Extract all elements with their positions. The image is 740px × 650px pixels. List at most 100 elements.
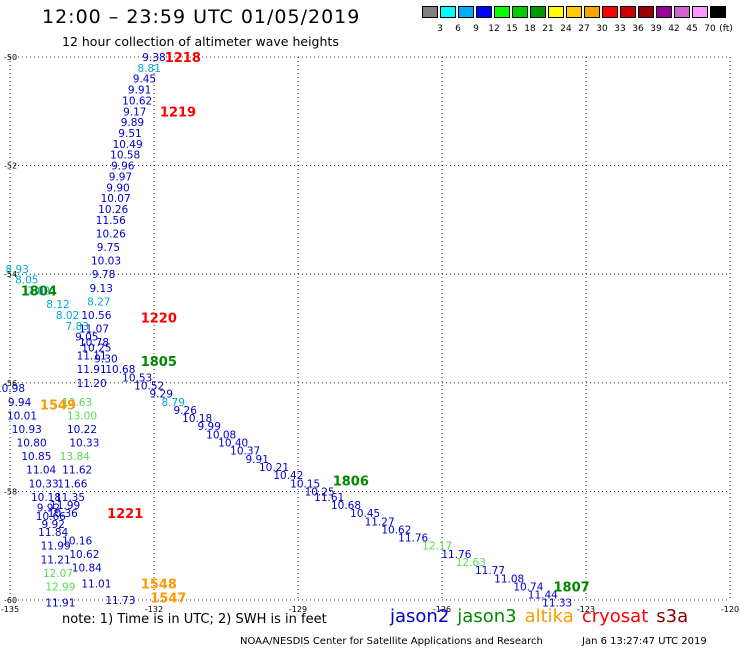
wave-height-value: 11.56 <box>96 215 126 227</box>
scale-label: 24 <box>560 24 572 34</box>
wave-height-value: 12.07 <box>43 568 73 580</box>
lat-label: -54 <box>4 270 17 279</box>
scale-label: 70 <box>704 24 716 34</box>
wave-height-value: 11.44 <box>528 590 558 602</box>
orbit-pass-label: 1804 <box>21 284 57 299</box>
wave-height-value: 10.93 <box>12 424 42 436</box>
wave-height-value: 10.62 <box>381 524 411 536</box>
orbit-pass-label: 1221 <box>107 507 143 522</box>
wave-height-value: 9.96 <box>111 161 135 173</box>
wave-height-value: 11.73 <box>105 595 135 607</box>
wave-height-value: 9.89 <box>121 117 144 129</box>
map-title: 12:00 – 23:59 UTC 01/05/2019 <box>42 6 361 28</box>
wave-height-value: 10.66 <box>36 511 66 523</box>
wave-height-value: 13.00 <box>67 410 97 422</box>
wave-height-value: 9.38 <box>142 52 165 64</box>
scale-swatch <box>620 6 636 18</box>
wave-height-value: 11.11 <box>77 351 107 363</box>
scale-label: 27 <box>578 24 590 34</box>
wave-height-value: 10.58 <box>110 150 140 162</box>
scale-label: 36 <box>632 24 644 34</box>
wave-height-value: 10.62 <box>122 95 152 107</box>
scale-label: 30 <box>596 24 608 34</box>
wave-height-value: 8.27 <box>87 296 110 308</box>
wave-height-value: 13.84 <box>60 451 90 463</box>
wave-height-value: 10.33 <box>69 438 99 450</box>
wave-height-value: 11.91 <box>45 598 75 610</box>
scale-label: 6 <box>455 24 461 34</box>
wave-height-value: 9.94 <box>8 397 32 409</box>
wave-height-value: 11.04 <box>26 465 56 477</box>
wave-height-value: 9.29 <box>150 389 173 401</box>
wave-height-value: 11.33 <box>542 598 572 610</box>
wave-height-value: 10.25 <box>305 486 335 498</box>
lon-label: -129 <box>289 605 307 614</box>
wave-height-value: 10.16 <box>62 535 92 547</box>
wave-height-value: 10.40 <box>218 438 248 450</box>
wave-height-value: 8.05 <box>15 275 38 287</box>
wave-height-value: 11.84 <box>38 527 68 539</box>
legend-cryosat: cryosat <box>581 606 649 627</box>
scale-unit: (ft) <box>719 24 733 34</box>
scale-label: 18 <box>524 24 536 34</box>
wave-height-value: 9.26 <box>174 405 198 417</box>
wave-height-value: 11.61 <box>314 492 344 504</box>
wave-height-value: 10.52 <box>134 381 164 393</box>
wave-height-value: 9.13 <box>90 283 113 295</box>
wave-height-value: 7.83 <box>66 321 89 333</box>
wave-height-value: 9.51 <box>118 128 141 140</box>
lon-label: -123 <box>577 605 595 614</box>
lon-label: -135 <box>1 605 19 614</box>
scale-swatch <box>512 6 528 18</box>
lat-label: -60 <box>4 596 17 605</box>
wave-height-value: 12.17 <box>422 541 452 553</box>
wave-height-value: 10.22 <box>67 424 97 436</box>
wave-height-value: 11.76 <box>441 549 471 561</box>
satellite-legend: jason2 jason3 altika cryosat s3a <box>390 606 696 627</box>
wave-height-value: 9.90 <box>106 182 129 194</box>
orbit-pass-label: 1220 <box>141 312 177 327</box>
scale-label: 39 <box>650 24 662 34</box>
scale-swatch <box>530 6 546 18</box>
wave-height-value: 10.45 <box>350 508 380 520</box>
lat-label: -56 <box>4 379 17 388</box>
scale-swatch <box>476 6 492 18</box>
wave-height-value: 10.21 <box>259 462 289 474</box>
orbit-pass-label: 1805 <box>141 355 177 370</box>
note-text: note: 1) Time is in UTC; 2) SWH is in fe… <box>62 612 327 627</box>
wave-height-value: 9.30 <box>94 353 117 365</box>
scale-swatch <box>422 6 438 18</box>
wave-height-value: 11.99 <box>50 500 80 512</box>
legend-jason3: jason3 <box>457 606 517 627</box>
orbit-pass-label: 1549 <box>40 399 76 414</box>
wave-height-value: 10.53 <box>122 372 152 384</box>
wave-height-value: 10.42 <box>273 470 303 482</box>
legend-altika: altika <box>524 606 574 627</box>
wave-height-value: 10.18 <box>31 492 61 504</box>
wave-height-value: 10.98 <box>0 383 25 395</box>
lon-label: -132 <box>145 605 163 614</box>
wave-height-value: 10.68 <box>331 500 361 512</box>
wave-height-value: 10.62 <box>69 549 99 561</box>
wave-height-value: 12.63 <box>62 397 92 409</box>
orbit-pass-label: 1547 <box>150 591 186 606</box>
wave-height-value: 11.07 <box>79 324 109 336</box>
scale-label: 12 <box>488 24 500 34</box>
scale-label: 33 <box>614 24 626 34</box>
map-subtitle: 12 hour collection of altimeter wave hei… <box>62 34 339 49</box>
legend-jason2: jason2 <box>390 606 450 627</box>
orbit-pass-label: 1219 <box>160 105 196 120</box>
wave-height-value: 12.63 <box>456 557 486 569</box>
wave-height-value: 8.02 <box>56 310 79 322</box>
wave-height-value: 9.91 <box>246 454 269 466</box>
scale-swatch <box>674 6 690 18</box>
wave-height-value: 11.62 <box>62 465 92 477</box>
wave-height-value: 10.33 <box>29 478 59 490</box>
orbit-pass-label: 1807 <box>554 580 590 595</box>
wave-height-value: 11.91 <box>77 364 107 376</box>
scale-label: 15 <box>506 24 518 34</box>
wave-height-value: 9.92 <box>37 503 60 515</box>
wave-height-value: 10.26 <box>96 228 126 240</box>
